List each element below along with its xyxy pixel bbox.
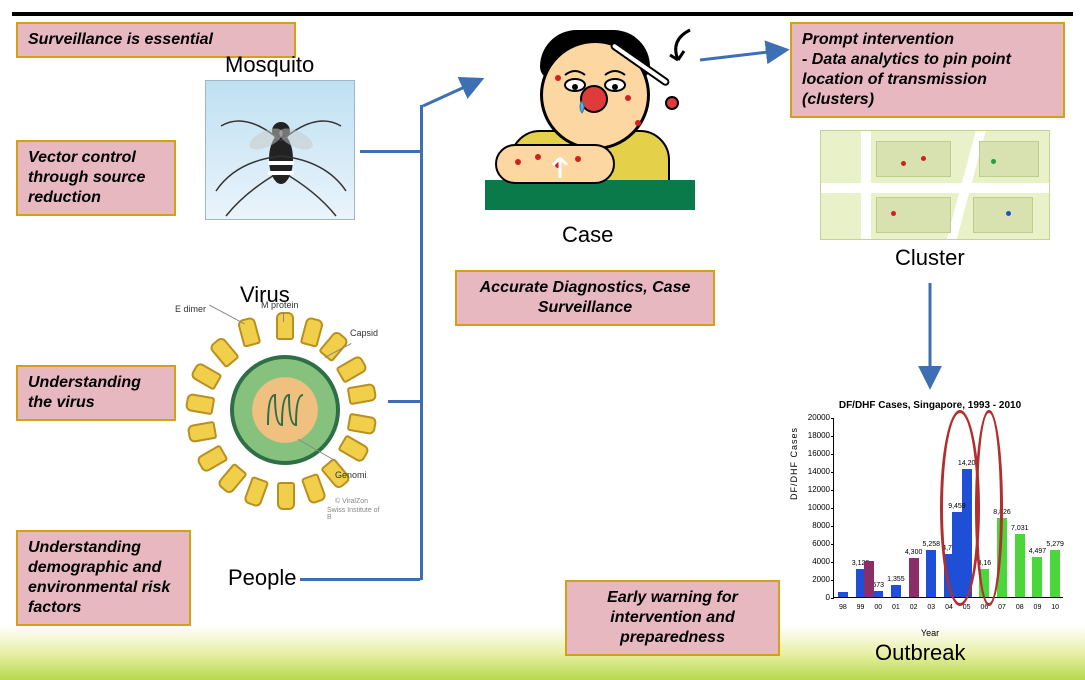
chart-bar-label: 673	[872, 582, 884, 589]
bracket-vertical	[420, 105, 423, 580]
cluster-map-image	[820, 130, 1050, 240]
diagram-stage: Surveillance is essential Vector control…	[0, 0, 1085, 680]
chart-bar	[873, 591, 883, 597]
chart-ytick: 12000	[800, 485, 830, 494]
chart-title: DF/DHF Cases, Singapore, 1993 - 2010	[785, 400, 1075, 411]
chart-highlight-ellipse	[975, 410, 1002, 606]
box-understanding-virus: Understanding the virus	[16, 365, 176, 421]
chart-bar-extra	[864, 561, 874, 597]
chart-xtick: 09	[1034, 604, 1042, 611]
chart-xtick: 99	[857, 604, 865, 611]
chart-ytick: 6000	[800, 539, 830, 548]
box-early-warning: Early warning for intervention and prepa…	[565, 580, 780, 656]
virus-annot-mprotein: M protein	[261, 300, 299, 310]
virus-annot-capsid: Capsid	[350, 328, 378, 338]
chart-xtick: 10	[1051, 604, 1059, 611]
chart-xtick: 08	[1016, 604, 1024, 611]
virus-annot-genome: Genomi	[335, 470, 367, 480]
chart-xtick: 00	[874, 604, 882, 611]
chart-bar	[1050, 550, 1060, 598]
box-vector-control: Vector control through source reduction	[16, 140, 176, 216]
chart-xtick: 05	[963, 604, 971, 611]
chart-y-label: DF/DHF Cases	[789, 427, 799, 500]
chart-xtick: 04	[945, 604, 953, 611]
label-outbreak: Outbreak	[875, 640, 966, 666]
chart-ytick: 8000	[800, 521, 830, 530]
virus-annot-edimer: E dimer	[175, 304, 206, 314]
label-cluster: Cluster	[895, 245, 965, 271]
virus-credit-1: © ViralZon	[335, 498, 368, 505]
chart-ytick: 0	[800, 593, 830, 602]
outbreak-chart: DF/DHF Cases, Singapore, 1993 - 2010 DF/…	[785, 400, 1075, 640]
virus-diagram-image: E dimer M protein Capsid Genomi © ViralZ…	[185, 310, 385, 510]
bracket-h-bottom	[300, 578, 420, 581]
label-case: Case	[562, 222, 613, 248]
label-mosquito: Mosquito	[225, 52, 314, 78]
chart-ytick: 18000	[800, 431, 830, 440]
chart-xtick: 07	[998, 604, 1006, 611]
chart-bar	[909, 558, 919, 597]
chart-bar-label: 4,497	[1029, 548, 1047, 555]
chart-ytick: 4000	[800, 557, 830, 566]
label-people: People	[228, 565, 297, 591]
chart-ytick: 20000	[800, 413, 830, 422]
chart-bar	[838, 592, 848, 597]
chart-ytick: 14000	[800, 467, 830, 476]
chart-ytick: 2000	[800, 575, 830, 584]
box-risk-factors: Understanding demographic and environmen…	[16, 530, 191, 626]
chart-highlight-ellipse	[940, 410, 980, 606]
chart-bar-label: 4,300	[905, 549, 923, 556]
chart-bar-label: 5,258	[923, 541, 941, 548]
chart-xtick: 98	[839, 604, 847, 611]
chart-ytick: 16000	[800, 449, 830, 458]
chart-xtick: 03	[927, 604, 935, 611]
chart-bar	[1032, 557, 1042, 597]
case-image	[485, 30, 695, 210]
virus-credit-2: Swiss Institute of B	[327, 507, 385, 521]
chart-bar	[891, 585, 901, 597]
chart-bar-label: 7,031	[1011, 525, 1029, 532]
chart-bar-label: 5,279	[1046, 541, 1064, 548]
mosquito-image	[205, 80, 355, 220]
chart-plot-area: 0200040006000800010000120001400016000180…	[833, 418, 1063, 598]
chart-bar	[1015, 534, 1025, 597]
chart-x-label: Year	[785, 628, 1075, 638]
chart-bar-label: 1,355	[887, 576, 905, 583]
chart-xtick: 01	[892, 604, 900, 611]
bracket-h-mid	[388, 400, 420, 403]
top-rule	[12, 12, 1073, 16]
chart-xtick: 02	[910, 604, 918, 611]
box-prompt-intervention: Prompt intervention - Data analytics to …	[790, 22, 1065, 118]
box-accurate-dx: Accurate Diagnostics, Case Surveillance	[455, 270, 715, 326]
chart-bar	[926, 550, 936, 597]
bracket-h-top	[360, 150, 420, 153]
chart-ytick: 10000	[800, 503, 830, 512]
